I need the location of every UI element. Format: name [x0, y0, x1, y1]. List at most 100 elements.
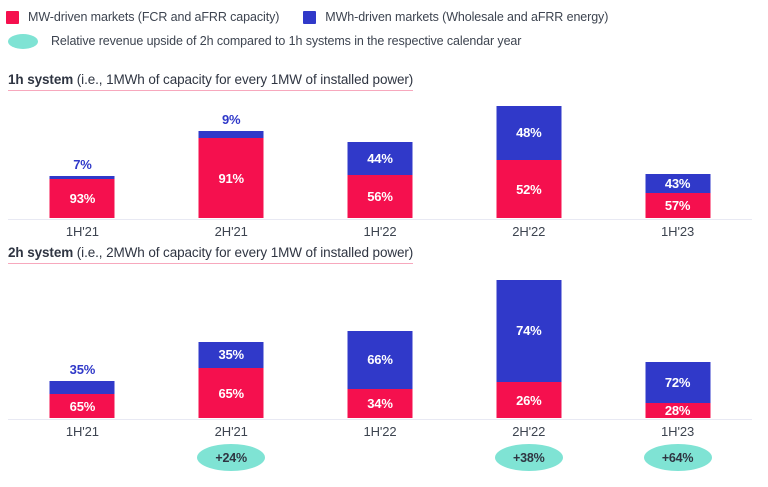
bar-segment-mw-driven-label: 34%	[367, 396, 393, 412]
x-tick-2h22-bottom: 2H'22	[512, 424, 546, 439]
bar-segment-mw-driven: 28%	[645, 402, 711, 419]
stacked-bar: 35% 65%	[198, 341, 264, 419]
section-title-2h-rest: (i.e., 2MWh of capacity for every 1MW of…	[73, 245, 414, 260]
upside-badge-2022-label: +38%	[513, 450, 545, 465]
stacked-bar: 66% 34%	[347, 330, 413, 419]
bar-segment-mw-driven-label: 26%	[516, 392, 542, 408]
legend-item-mw-driven: MW-driven markets (FCR and aFRR capacity…	[6, 10, 279, 24]
x-tick-1h22-bottom: 1H'22	[363, 424, 397, 439]
bar-segment-mw-driven-label: 93%	[69, 190, 96, 206]
section-title-1h-bold: 1h system	[8, 72, 74, 87]
bar-segment-mw-driven: 52%	[496, 159, 562, 219]
bar-segment-mwh-driven-label: 66%	[367, 352, 393, 368]
legend-row-upside: Relative revenue upside of 2h compared t…	[6, 30, 762, 52]
chart-legend: MW-driven markets (FCR and aFRR capacity…	[6, 6, 762, 52]
stacked-bar: 9% 91%	[198, 130, 264, 219]
stacked-bar: 35%65%	[49, 380, 115, 419]
bar-segment-mw-driven-label: 65%	[218, 385, 244, 401]
legend-swatch-mwh-driven-icon	[303, 10, 317, 24]
bar-group-2h-22: 48% 52%	[454, 97, 603, 219]
bar-outside-label-mwh-driven: 9%	[221, 111, 241, 127]
bar-segment-mw-driven: 57%	[645, 192, 711, 219]
bar-segment-mwh-driven-label: 44%	[367, 150, 393, 166]
plot-area-2h: 35% 65% 35% 35% 65% 66% 34% 74% 26% 72% 28%	[8, 268, 752, 420]
stacked-bar: 7% 93%	[49, 175, 115, 219]
bar-segment-mwh-driven-label: 43%	[664, 175, 691, 191]
bar-segment-mw-driven: 65%	[49, 393, 115, 419]
bar-segment-mwh-driven: 48%	[496, 105, 562, 160]
x-axis-2h-system: 1H'21 2H'21 1H'22 2H'22 1H'23	[8, 424, 752, 444]
x-tick-1h23-bottom: 1H'23	[661, 424, 695, 439]
stacked-bar: 48% 52%	[496, 105, 562, 219]
bar-segment-mwh-driven: 7%	[49, 175, 115, 179]
bar-segment-mwh-driven: 44%	[347, 141, 413, 176]
bar-group-1h-22-2h: 66% 34%	[306, 267, 455, 419]
section-title-2h-bold: 2h system	[8, 245, 74, 260]
legend-label-upside: Relative revenue upside of 2h compared t…	[51, 34, 522, 48]
chart-1h-system: 7%93%7% 9%91%9% 44%56% 48%52% 43%57%	[8, 98, 752, 220]
upside-badge-2021-label: +24%	[215, 450, 247, 465]
bar-group-1h-21: 7% 93% 7%	[8, 97, 157, 219]
section-title-1h-system: 1h system (i.e., 1MWh of capacity for ev…	[8, 72, 413, 91]
chart-2h-system: 35% 65% 35% 35% 65% 66% 34% 74% 26% 72% 28%	[8, 268, 752, 420]
x-tick-1h23-top: 1H'23	[661, 224, 695, 239]
bar-outside-label-mwh-driven: 35%	[69, 361, 96, 377]
bar-segment-mw-driven-label: 57%	[664, 198, 691, 214]
x-axis-1h-system: 1H'21 2H'21 1H'22 2H'22 1H'23	[8, 224, 752, 244]
bar-segment-mw-driven: 34%	[347, 388, 413, 419]
x-tick-2h22-top: 2H'22	[512, 224, 546, 239]
legend-item-upside: Relative revenue upside of 2h compared t…	[6, 33, 522, 49]
section-title-1h-rest: (i.e., 1MWh of capacity for every 1MW of…	[73, 72, 414, 87]
bar-segment-mw-driven: 93%	[49, 178, 115, 219]
legend-row-markets: MW-driven markets (FCR and aFRR capacity…	[6, 6, 762, 28]
stacked-bar: 74% 26%	[496, 279, 562, 419]
bar-segment-mwh-driven-label: 48%	[516, 125, 542, 141]
stacked-bar: 44% 56%	[347, 141, 413, 219]
upside-badge-2023-label: +64%	[661, 450, 694, 465]
bar-group-1h-23: 43% 57%	[603, 97, 752, 219]
bar-segment-mw-driven: 91%	[198, 138, 264, 219]
bar-segment-mw-driven-label: 52%	[516, 181, 542, 197]
x-tick-1h21-top: 1H'21	[65, 224, 99, 239]
bar-segment-mwh-driven: 74%	[496, 279, 562, 383]
bar-segment-mw-driven-label: 65%	[69, 398, 96, 414]
bar-group-2h-21-2h: 35% 65%	[157, 267, 306, 419]
bar-segment-mwh-driven: 35%	[49, 380, 115, 394]
bar-segment-mwh-driven-label: 72%	[664, 374, 691, 390]
section-title-2h-system: 2h system (i.e., 2MWh of capacity for ev…	[8, 245, 413, 264]
x-tick-2h21-top: 2H'21	[214, 224, 248, 239]
x-tick-1h22-top: 1H'22	[363, 224, 397, 239]
bar-group-1h-21-2h: 35%65%35%	[8, 267, 157, 419]
bar-segment-mw-driven-label: 56%	[367, 189, 393, 205]
bar-segment-mw-driven-label: 91%	[218, 170, 244, 186]
bar-segment-mwh-driven-label: 35%	[218, 347, 244, 363]
legend-item-mwh-driven: MWh-driven markets (Wholesale and aFRR e…	[303, 10, 608, 24]
bar-segment-mwh-driven: 35%	[198, 341, 264, 369]
bar-group-2h-22-2h: 74% 26%	[454, 267, 603, 419]
bar-segment-mwh-driven: 66%	[347, 330, 413, 389]
baseline-2h	[8, 418, 752, 420]
bar-segment-mwh-driven: 9%	[198, 130, 264, 139]
stacked-bar: 72% 28%	[645, 361, 711, 419]
bar-outside-label-mwh-driven: 7%	[73, 156, 92, 172]
bar-segment-mw-driven: 56%	[347, 175, 413, 219]
legend-label-mwh-driven: MWh-driven markets (Wholesale and aFRR e…	[325, 10, 609, 24]
legend-swatch-mw-driven-icon	[6, 10, 19, 24]
baseline-1h	[8, 218, 752, 220]
x-tick-1h21-bottom: 1H'21	[65, 424, 99, 439]
upside-badge-2022: +38%	[494, 444, 563, 471]
stacked-bar: 43% 57%	[645, 173, 711, 219]
legend-label-mw-driven: MW-driven markets (FCR and aFRR capacity…	[28, 10, 280, 24]
bar-segment-mwh-driven-label: 74%	[516, 323, 542, 339]
upside-badge-2023: +64%	[643, 444, 712, 471]
x-tick-2h21-bottom: 2H'21	[214, 424, 248, 439]
bar-segment-mw-driven: 26%	[496, 382, 562, 419]
bar-group-1h-23-2h: 72% 28%	[603, 267, 752, 419]
bar-segment-mwh-driven: 72%	[645, 361, 711, 403]
bar-group-2h-21: 9% 91% 9%	[157, 97, 306, 219]
bar-group-1h-22: 44% 56%	[306, 97, 455, 219]
legend-swatch-upside-icon	[8, 33, 38, 49]
plot-area-1h: 7%93%7% 9%91%9% 44%56% 48%52% 43%57%	[8, 98, 752, 220]
upside-badge-row: +24% +38% +64%	[8, 444, 752, 474]
upside-badge-2021: +24%	[197, 444, 266, 471]
